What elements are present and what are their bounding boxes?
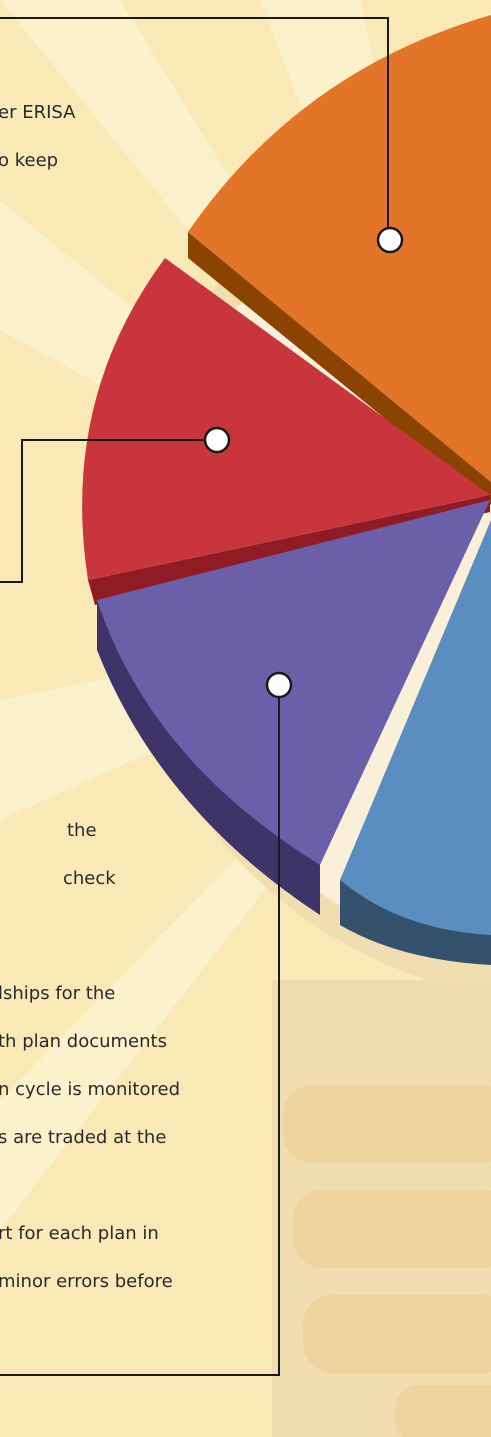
bulb-band: [283, 1085, 491, 1163]
text-line: the: [67, 820, 97, 841]
bulb-cap: [395, 1385, 491, 1437]
text-line: lships for the: [0, 983, 115, 1004]
bulb-band: [303, 1295, 491, 1373]
text-line: rt for each plan in: [0, 1223, 159, 1244]
text-line: minor errors before: [0, 1271, 173, 1292]
text-line: s are traded at the: [0, 1127, 166, 1148]
infographic: er ERISA o keep the check lships for the…: [0, 0, 491, 1437]
text-line: th plan documents: [0, 1031, 167, 1052]
text-line: er ERISA: [0, 102, 76, 123]
text-line: n cycle is monitored: [0, 1079, 180, 1100]
text-line: check: [63, 868, 116, 889]
text-line: o keep: [0, 150, 58, 171]
bulb-band: [293, 1190, 491, 1268]
